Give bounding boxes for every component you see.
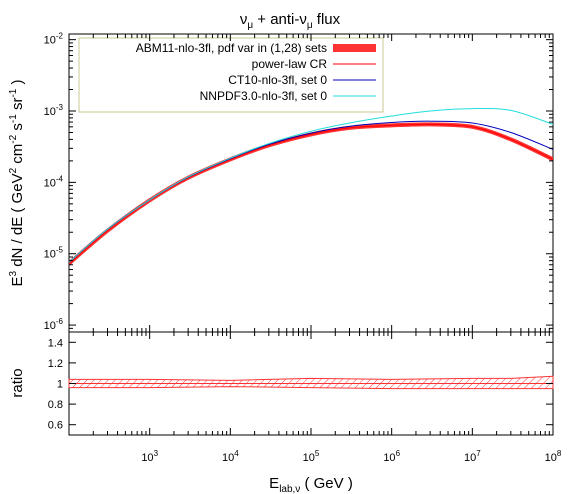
x-tick-label: 105 [303, 449, 320, 464]
x-tick-label: 106 [383, 449, 400, 464]
ratio-y-tick-label: 0.6 [48, 420, 63, 432]
series-line [69, 120, 553, 263]
y-tick-label: 10-4 [44, 174, 64, 189]
x-tick-label: 103 [141, 449, 158, 464]
series-line [69, 123, 553, 264]
x-axis-label: Elab,ν ( GeV ) [269, 475, 353, 494]
x-tick-label: 104 [222, 449, 239, 464]
flux-y-axis-label: E3 dN / dE ( GeV2 cm-2 s-1 sr-1 ) [8, 79, 26, 286]
y-tick-label: 10-5 [44, 246, 64, 261]
ratio-panel: 0.6 0.8 1 1.2 1.4 103 104 105 106 107 108 [48, 34, 562, 464]
x-tick-label: 107 [464, 449, 481, 464]
series-line [69, 122, 553, 266]
legend-label: power-law CR [252, 57, 328, 71]
ratio-y-tick-label: 1.2 [48, 358, 63, 370]
legend-label: CT10-nlo-3fl, set 0 [228, 73, 327, 87]
legend-frame [78, 37, 384, 113]
y-tick-label: 10-3 [44, 103, 64, 118]
chart-title: νμ + anti-νμ flux [240, 11, 341, 31]
legend-label: NNPDF3.0-nlo-3fl, set 0 [200, 89, 328, 103]
flux-panel: 10-6 10-5 10-4 10-3 10-2 ABM11-nlo-3fl, pdf … [44, 32, 554, 333]
y-tick-label: 10-6 [44, 317, 64, 332]
series-line [69, 107, 553, 263]
legend: ABM11-nlo-3fl, pdf var in (1,28) sets pow… [78, 37, 384, 113]
ratio-y-axis-label: ratio [9, 368, 26, 397]
ratio-band [68, 375, 554, 390]
x-tick-label: 108 [545, 449, 562, 464]
ratio-y-tick-label: 0.8 [48, 399, 63, 411]
y-tick-label: 10-2 [44, 32, 64, 47]
ratio-y-tick-label: 1 [57, 379, 63, 391]
legend-label: ABM11-nlo-3fl, pdf var in (1,28) sets [136, 41, 327, 55]
ratio-y-tick-label: 1.4 [48, 337, 63, 349]
